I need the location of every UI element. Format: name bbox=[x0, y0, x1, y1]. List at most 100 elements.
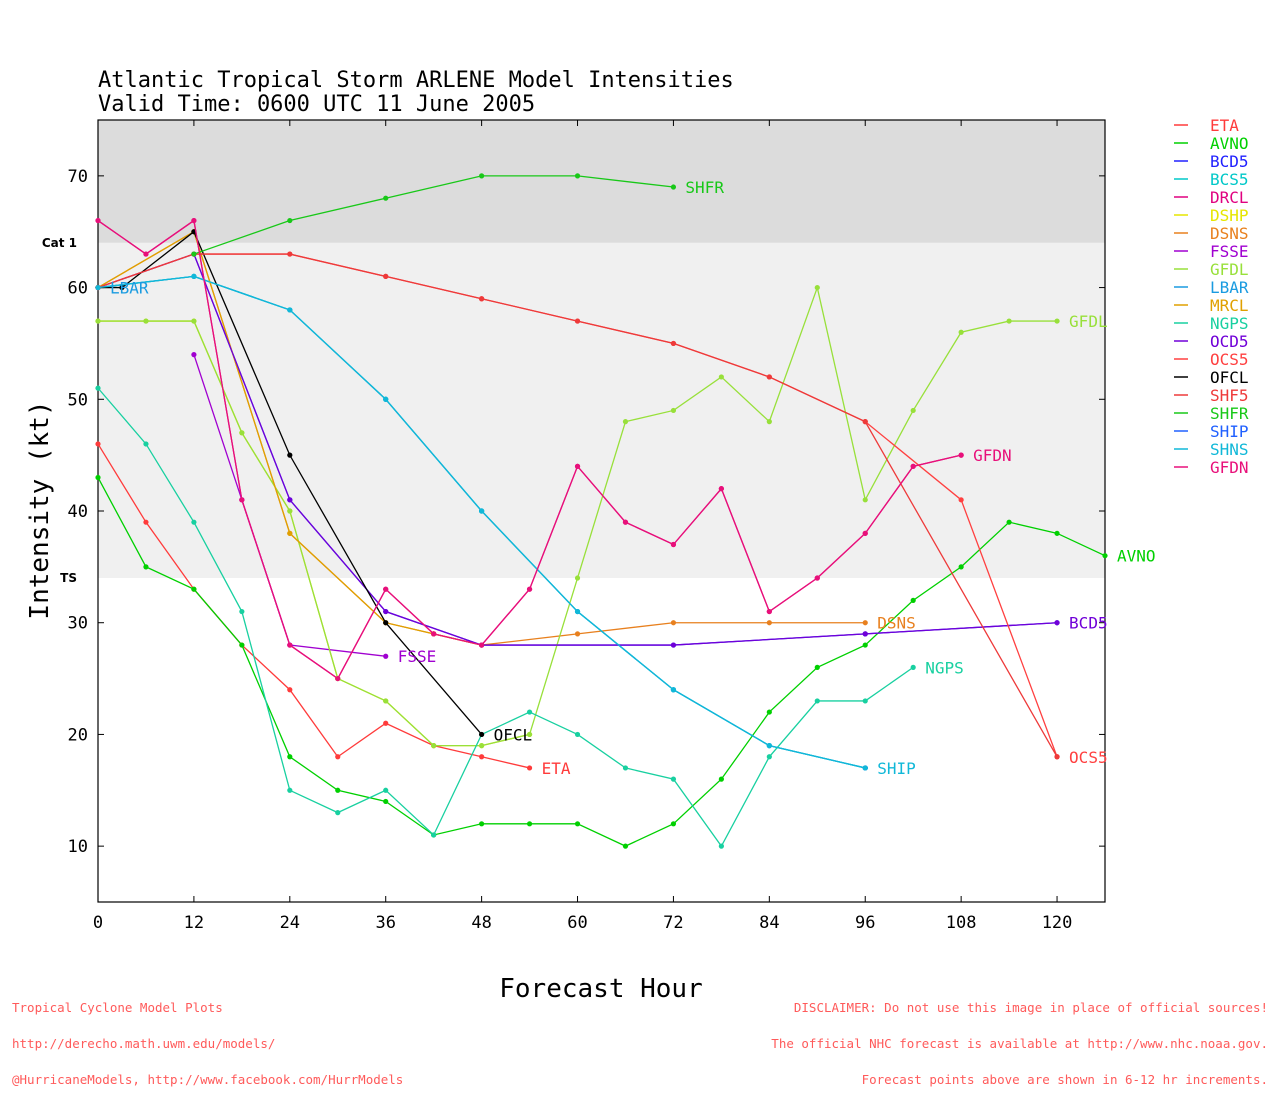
data-point bbox=[670, 407, 677, 414]
data-point bbox=[239, 430, 245, 436]
data-point bbox=[718, 776, 724, 782]
data-point bbox=[766, 754, 772, 760]
data-point bbox=[1006, 519, 1012, 525]
data-point bbox=[670, 776, 677, 782]
chart-title: Atlantic Tropical Storm ARLENE Model Int… bbox=[98, 68, 734, 93]
band-cat-1 bbox=[98, 120, 1105, 243]
data-point bbox=[670, 687, 677, 693]
data-point bbox=[862, 765, 868, 771]
data-point bbox=[383, 620, 389, 626]
data-point bbox=[95, 318, 101, 324]
end-label-ship: SHIP bbox=[877, 759, 916, 778]
data-point bbox=[670, 620, 677, 626]
data-point bbox=[910, 407, 916, 414]
end-label-ocs5: OCS5 bbox=[1069, 748, 1108, 767]
data-point bbox=[383, 787, 389, 793]
end-label-dsns: DSNS bbox=[877, 614, 916, 633]
data-point bbox=[383, 273, 389, 279]
x-tick-label: 48 bbox=[471, 913, 491, 933]
data-point bbox=[766, 743, 772, 749]
data-point bbox=[287, 508, 293, 514]
band-label: TS bbox=[60, 571, 77, 585]
legend-entry-ngps: NGPS bbox=[1210, 314, 1249, 333]
data-point bbox=[766, 608, 772, 615]
legend-entry-gfdl: GFDL bbox=[1210, 260, 1249, 279]
legend-entry-ocs5: OCS5 bbox=[1210, 350, 1249, 369]
data-point bbox=[958, 452, 964, 458]
data-point bbox=[383, 586, 389, 592]
data-point bbox=[287, 787, 293, 793]
data-point bbox=[862, 698, 868, 704]
data-point bbox=[479, 754, 485, 760]
x-axis-label: Forecast Hour bbox=[499, 974, 703, 1004]
data-point bbox=[287, 497, 293, 503]
data-point bbox=[479, 173, 485, 179]
data-point bbox=[1006, 318, 1012, 324]
y-tick-label: 60 bbox=[68, 279, 88, 299]
data-point bbox=[1102, 553, 1108, 559]
data-point bbox=[526, 586, 533, 592]
series-line-ocd5 bbox=[97, 253, 1058, 646]
data-point bbox=[383, 798, 389, 805]
footer-credits: Tropical Cyclone Model Plots http://dere… bbox=[12, 978, 403, 1098]
legend-entry-bcd5: BCD5 bbox=[1210, 152, 1249, 171]
data-point bbox=[287, 452, 293, 458]
data-point bbox=[479, 642, 485, 648]
data-point bbox=[287, 530, 293, 536]
data-point bbox=[95, 441, 101, 447]
data-point bbox=[191, 273, 197, 279]
data-point bbox=[526, 821, 533, 827]
y-axis-label: Intensity (kt) bbox=[25, 400, 55, 619]
x-tick-label: 60 bbox=[567, 913, 587, 933]
footer-disclaimer-line: Forecast points above are shown in 6-12 … bbox=[861, 1072, 1268, 1087]
data-point bbox=[670, 340, 677, 347]
series-shfr bbox=[191, 173, 677, 257]
data-point bbox=[479, 743, 485, 749]
data-point bbox=[766, 419, 772, 425]
data-point bbox=[718, 843, 724, 849]
data-point bbox=[526, 709, 533, 715]
data-point bbox=[958, 564, 964, 570]
data-point bbox=[766, 374, 772, 380]
chart-subtitle: Valid Time: 0600 UTC 11 June 2005 bbox=[98, 92, 535, 117]
data-point bbox=[143, 519, 149, 525]
legend-entry-ocd5: OCD5 bbox=[1210, 332, 1249, 351]
data-point bbox=[431, 743, 437, 749]
data-point bbox=[670, 541, 677, 548]
data-point bbox=[526, 765, 533, 771]
data-point bbox=[766, 620, 772, 626]
data-point bbox=[910, 597, 916, 603]
series-line-shfr bbox=[193, 175, 674, 255]
x-tick-label: 24 bbox=[280, 913, 300, 933]
data-point bbox=[1054, 318, 1060, 324]
y-tick-label: 20 bbox=[68, 725, 88, 745]
series-line-ofcl bbox=[98, 230, 483, 735]
legend-entry-ofcl: OFCL bbox=[1210, 368, 1249, 387]
end-label-gfdl: GFDL bbox=[1069, 312, 1108, 331]
data-point bbox=[862, 620, 868, 626]
x-tick-label: 36 bbox=[375, 913, 395, 933]
data-point bbox=[814, 698, 820, 704]
data-point bbox=[1054, 754, 1060, 760]
data-point bbox=[670, 184, 677, 190]
data-point bbox=[479, 731, 485, 738]
data-point bbox=[383, 195, 389, 201]
y-tick-label: 10 bbox=[68, 837, 88, 857]
data-point bbox=[862, 419, 868, 425]
data-point bbox=[191, 217, 197, 224]
end-label-gfdn: GFDN bbox=[973, 446, 1012, 465]
data-point bbox=[1054, 530, 1060, 536]
data-point bbox=[239, 608, 245, 615]
data-point bbox=[287, 687, 293, 693]
series-line-eta bbox=[97, 443, 530, 769]
footer-disclaimer: DISCLAIMER: Do not use this image in pla… bbox=[771, 978, 1268, 1098]
data-point bbox=[383, 698, 389, 704]
y-tick-label: 50 bbox=[68, 390, 88, 410]
data-point bbox=[670, 642, 677, 648]
x-tick-label: 108 bbox=[946, 913, 977, 933]
data-point bbox=[526, 731, 533, 738]
data-point bbox=[574, 575, 581, 581]
data-point bbox=[383, 720, 389, 726]
footer-credit-line: @HurricaneModels, http://www.facebook.co… bbox=[12, 1072, 404, 1087]
data-point bbox=[143, 318, 149, 324]
